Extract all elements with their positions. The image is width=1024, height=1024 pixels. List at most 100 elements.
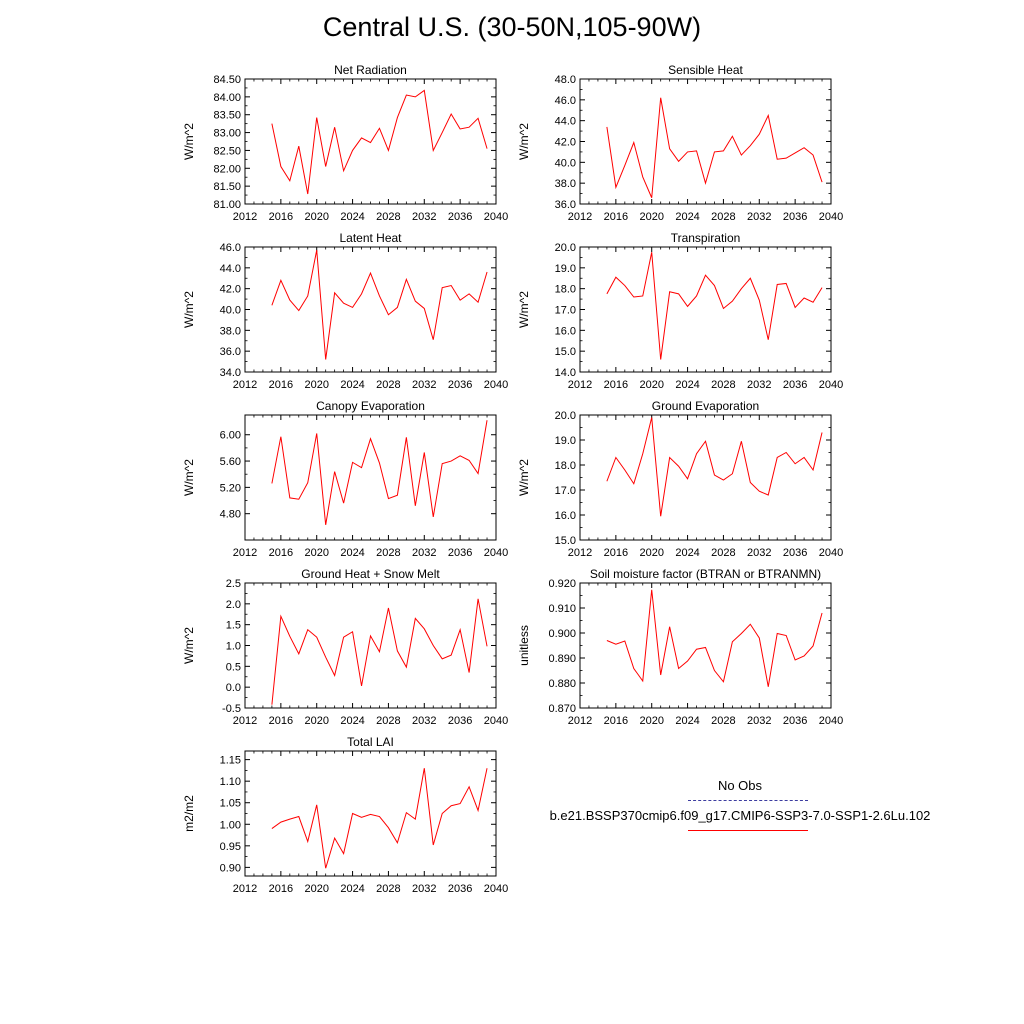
y-tick-label: 46.0 bbox=[555, 95, 576, 107]
x-tick-label: 2016 bbox=[604, 379, 628, 391]
x-tick-label: 2016 bbox=[604, 211, 628, 223]
x-tick-label: 2012 bbox=[233, 883, 257, 895]
x-tick-label: 2032 bbox=[747, 715, 771, 727]
x-tick-label: 2040 bbox=[819, 379, 843, 391]
plot-frame bbox=[579, 414, 832, 541]
series-line-soil-moisture-factor-btran-or-btranmn bbox=[606, 589, 823, 687]
x-tick-label: 2032 bbox=[412, 883, 436, 895]
y-tick-label: 84.50 bbox=[213, 74, 241, 86]
legend-line-run bbox=[688, 830, 808, 831]
y-tick-label: 0.870 bbox=[548, 703, 576, 715]
series-line-ground-evaporation bbox=[606, 417, 823, 517]
y-tick-label: 38.0 bbox=[220, 325, 241, 337]
x-tick-label: 2012 bbox=[568, 379, 592, 391]
x-tick-label: 2020 bbox=[304, 715, 328, 727]
y-tick-label: 82.50 bbox=[213, 145, 241, 157]
y-tick-label: 83.00 bbox=[213, 128, 241, 140]
y-axis-label: W/m^2 bbox=[517, 123, 531, 160]
panel-ground-evaporation: Ground Evaporation W/m^2 2012 2016 2020 2024 2… bbox=[517, 399, 843, 559]
x-tick-label: 2028 bbox=[711, 379, 735, 391]
x-tick-label: 2024 bbox=[340, 211, 364, 223]
x-tick-label: 2036 bbox=[448, 211, 472, 223]
series-line-sensible-heat bbox=[606, 97, 823, 198]
panel-title: Canopy Evaporation bbox=[316, 399, 425, 413]
y-tick-label: 0.880 bbox=[548, 678, 576, 690]
y-axis-label: W/m^2 bbox=[517, 291, 531, 328]
x-tick-label: 2032 bbox=[747, 211, 771, 223]
y-tick-label: 17.0 bbox=[555, 305, 576, 317]
y-tick-label: 42.0 bbox=[555, 137, 576, 149]
plot-frame bbox=[244, 414, 497, 541]
y-tick-label: 44.0 bbox=[555, 116, 576, 128]
x-tick-label: 2020 bbox=[304, 211, 328, 223]
x-tick-label: 2020 bbox=[304, 379, 328, 391]
x-tick-label: 2020 bbox=[304, 883, 328, 895]
y-tick-label: 1.15 bbox=[220, 755, 241, 767]
panel-total-lai: Total LAI m2/m2 2012 2016 2020 2024 2028 2032 20… bbox=[182, 735, 508, 895]
x-tick-label: 2036 bbox=[448, 715, 472, 727]
x-tick-label: 2024 bbox=[675, 211, 699, 223]
y-tick-label: 0.910 bbox=[548, 603, 576, 615]
series-line-net-radiation bbox=[271, 89, 488, 195]
y-tick-label: 1.00 bbox=[220, 819, 241, 831]
y-tick-label: 40.0 bbox=[220, 305, 241, 317]
x-tick-label: 2036 bbox=[783, 547, 807, 559]
y-tick-label: 42.0 bbox=[220, 284, 241, 296]
y-tick-label: 1.0 bbox=[226, 641, 241, 653]
x-tick-label: 2024 bbox=[340, 715, 364, 727]
y-tick-label: 40.0 bbox=[555, 157, 576, 169]
x-tick-label: 2024 bbox=[340, 883, 364, 895]
y-tick-label: 5.20 bbox=[220, 482, 241, 494]
panel-sensible-heat: Sensible Heat W/m^2 2012 2016 2020 2024 2028 20… bbox=[517, 63, 843, 223]
series-line-latent-heat bbox=[271, 250, 488, 360]
x-tick-label: 2020 bbox=[639, 211, 663, 223]
y-tick-label: 34.0 bbox=[220, 367, 241, 379]
x-tick-label: 2012 bbox=[233, 547, 257, 559]
x-tick-label: 2040 bbox=[484, 547, 508, 559]
x-tick-label: 2032 bbox=[747, 547, 771, 559]
series-line-total-lai bbox=[271, 768, 488, 869]
panel-latent-heat: Latent Heat W/m^2 2012 2016 2020 2024 2028 2032… bbox=[182, 231, 508, 391]
x-tick-label: 2020 bbox=[304, 547, 328, 559]
x-tick-label: 2036 bbox=[783, 211, 807, 223]
x-tick-label: 2040 bbox=[484, 379, 508, 391]
x-tick-label: 2028 bbox=[376, 547, 400, 559]
y-tick-label: 36.0 bbox=[220, 346, 241, 358]
panel-soil-moisture-factor-btran-or-btranmn: Soil moisture factor (BTRAN or BTRANMN) u… bbox=[517, 567, 843, 727]
panel-title: Ground Evaporation bbox=[652, 399, 759, 413]
y-tick-label: 18.0 bbox=[555, 460, 576, 472]
x-tick-label: 2040 bbox=[484, 883, 508, 895]
x-tick-label: 2028 bbox=[376, 379, 400, 391]
series-line-canopy-evaporation bbox=[271, 420, 488, 525]
plot-frame bbox=[579, 246, 832, 373]
x-tick-label: 2012 bbox=[233, 211, 257, 223]
y-axis-label: W/m^2 bbox=[182, 459, 196, 496]
x-tick-label: 2028 bbox=[376, 211, 400, 223]
x-tick-label: 2024 bbox=[675, 715, 699, 727]
x-tick-label: 2020 bbox=[639, 379, 663, 391]
plot-frame bbox=[244, 78, 497, 205]
x-tick-label: 2040 bbox=[819, 715, 843, 727]
panel-title: Ground Heat + Snow Melt bbox=[301, 567, 440, 581]
y-axis-label: W/m^2 bbox=[182, 123, 196, 160]
x-tick-label: 2028 bbox=[376, 715, 400, 727]
x-tick-label: 2020 bbox=[639, 547, 663, 559]
y-tick-label: 38.0 bbox=[555, 178, 576, 190]
y-tick-label: 20.0 bbox=[555, 242, 576, 254]
legend-line-no-obs bbox=[688, 800, 808, 801]
x-tick-label: 2040 bbox=[819, 211, 843, 223]
y-tick-label: 36.0 bbox=[555, 199, 576, 211]
x-tick-label: 2028 bbox=[711, 211, 735, 223]
x-tick-label: 2016 bbox=[269, 211, 293, 223]
x-tick-label: 2036 bbox=[783, 379, 807, 391]
x-tick-label: 2024 bbox=[340, 379, 364, 391]
panel-title: Total LAI bbox=[347, 735, 394, 749]
x-tick-label: 2012 bbox=[233, 379, 257, 391]
y-tick-label: 84.00 bbox=[213, 92, 241, 104]
y-tick-label: 16.0 bbox=[555, 510, 576, 522]
y-tick-label: 0.95 bbox=[220, 841, 241, 853]
x-tick-label: 2036 bbox=[448, 883, 472, 895]
x-tick-label: 2036 bbox=[783, 715, 807, 727]
y-tick-label: 6.00 bbox=[220, 430, 241, 442]
